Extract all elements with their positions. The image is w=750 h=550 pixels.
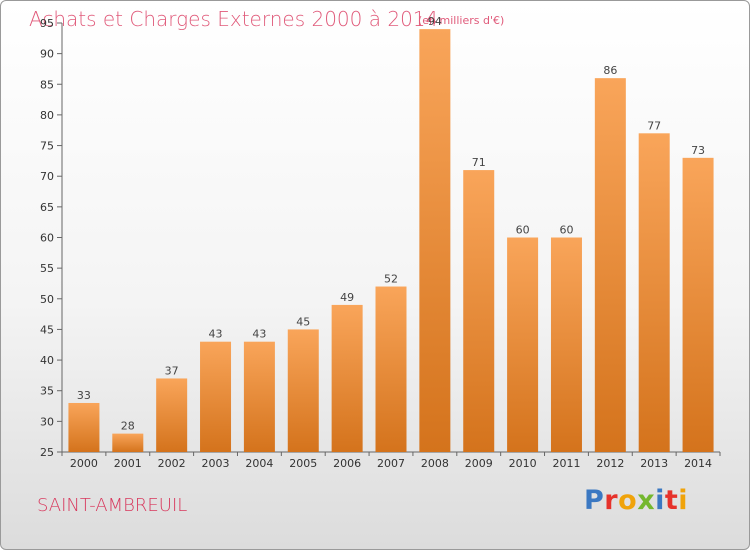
x-tick-label: 2000 — [70, 457, 98, 470]
x-tick-label: 2005 — [289, 457, 317, 470]
chart-axes: 25 30 35 40 45 50 55 60 65 70 75 80 85 90 95 2000 2001 20… — [40, 17, 721, 470]
bar — [156, 378, 188, 452]
y-tick-label: 25 — [40, 446, 54, 459]
bar-value-label: 73 — [691, 144, 705, 157]
bar — [287, 329, 319, 452]
x-tick-label: 2007 — [377, 457, 405, 470]
chart-bars: 33 28 37 43 43 45 49 52 94 71 60 60 86 77 73 — [68, 15, 714, 453]
x-tick-label: 2004 — [245, 457, 273, 470]
bar — [331, 304, 363, 452]
bar — [200, 341, 232, 452]
proxiti-logo: Proxiti — [584, 485, 688, 516]
bar-value-label: 43 — [252, 328, 266, 341]
bar — [112, 433, 144, 452]
bar-value-label: 86 — [603, 64, 617, 77]
bar — [594, 78, 626, 453]
y-tick-label: 35 — [40, 385, 54, 398]
bar — [550, 237, 582, 452]
x-tick-label: 2003 — [202, 457, 230, 470]
bar-value-label: 71 — [472, 156, 486, 169]
bar-value-label: 60 — [559, 224, 573, 237]
x-tick-label: 2014 — [684, 457, 712, 470]
logo-letter: o — [618, 485, 638, 516]
bar-value-label: 77 — [647, 119, 661, 132]
logo-letter: t — [664, 485, 679, 516]
y-tick-label: 65 — [40, 201, 54, 214]
x-tick-label: 2002 — [158, 457, 186, 470]
bar — [243, 341, 275, 452]
chart-title: Achats et Charges Externes 2000 à 2014 — [29, 7, 439, 31]
y-tick-label: 50 — [40, 293, 54, 306]
x-tick-label: 2010 — [509, 457, 537, 470]
bar — [419, 29, 451, 452]
bar-value-label: 49 — [340, 291, 354, 304]
bar-value-label: 52 — [384, 273, 398, 286]
y-tick-label: 30 — [40, 415, 54, 428]
bar — [68, 402, 100, 452]
bar — [507, 237, 539, 452]
bar — [682, 157, 714, 453]
logo-letter: i — [655, 485, 665, 516]
y-tick-label: 40 — [40, 354, 54, 367]
bar — [638, 133, 670, 453]
y-tick-label: 55 — [40, 262, 54, 275]
x-tick-label: 2006 — [333, 457, 361, 470]
bar-value-label: 43 — [209, 328, 223, 341]
y-tick-label: 95 — [40, 17, 54, 30]
bar-value-label: 45 — [296, 315, 310, 328]
logo-letter: r — [604, 485, 619, 516]
y-tick-label: 85 — [40, 78, 54, 91]
commune-name: SAINT-AMBREUIL — [37, 495, 188, 516]
bar-value-label: 60 — [516, 224, 530, 237]
y-tick-label: 90 — [40, 48, 54, 61]
logo-letter: P — [584, 485, 605, 516]
logo-letter: x — [637, 485, 656, 516]
x-tick-label: 2009 — [465, 457, 493, 470]
x-tick-label: 2012 — [596, 457, 624, 470]
y-tick-label: 75 — [40, 140, 54, 153]
x-tick-label: 2011 — [552, 457, 580, 470]
y-tick-label: 45 — [40, 323, 54, 336]
chart-unit-subtitle: (en milliers d'€) — [418, 14, 505, 27]
bar-value-label: 37 — [165, 364, 179, 377]
y-tick-label: 80 — [40, 109, 54, 122]
bar — [375, 286, 407, 452]
bar — [463, 170, 495, 453]
y-tick-label: 70 — [40, 170, 54, 183]
bar-value-label: 33 — [77, 389, 91, 402]
x-tick-label: 2008 — [421, 457, 449, 470]
bar-value-label: 94 — [428, 15, 442, 28]
x-tick-label: 2001 — [114, 457, 142, 470]
logo-letter: i — [678, 485, 689, 516]
x-tick-label: 2013 — [640, 457, 668, 470]
y-tick-label: 60 — [40, 232, 54, 245]
bar-value-label: 28 — [121, 420, 135, 433]
